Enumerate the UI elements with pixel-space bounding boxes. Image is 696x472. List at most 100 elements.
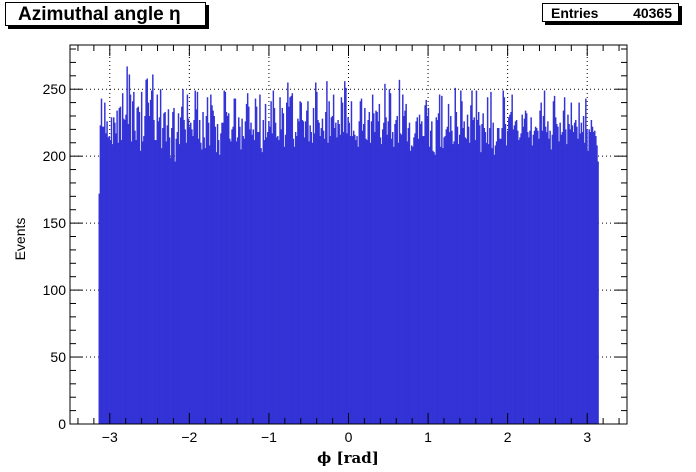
histogram-bar xyxy=(155,140,157,424)
histogram-bar xyxy=(100,98,103,424)
histogram-bar xyxy=(522,126,525,425)
histogram-bar xyxy=(475,90,478,424)
histogram-bar xyxy=(106,121,108,424)
histogram-bar xyxy=(591,126,594,425)
histogram-bar xyxy=(239,126,241,425)
histogram-bar xyxy=(514,121,517,424)
histogram-bar xyxy=(313,133,316,425)
histogram-bar xyxy=(471,90,473,424)
histogram-bar xyxy=(188,126,191,425)
histogram-bar xyxy=(234,98,237,424)
histogram-bar xyxy=(357,146,359,424)
histogram-bar xyxy=(491,148,493,424)
histogram-bar xyxy=(298,121,300,424)
histogram-bar xyxy=(308,141,310,425)
histogram-bar xyxy=(105,133,107,425)
histogram-bar xyxy=(575,119,577,425)
histogram-bar xyxy=(429,130,432,424)
histogram-bar xyxy=(562,110,565,424)
histogram-bar xyxy=(550,149,552,425)
histogram-bar xyxy=(544,126,547,425)
histogram-bar xyxy=(325,111,327,425)
histogram-bar xyxy=(130,141,133,425)
histogram-bar xyxy=(182,89,184,425)
histogram-bar xyxy=(505,145,508,424)
histogram-bar xyxy=(310,132,313,424)
histogram-bar xyxy=(559,122,561,424)
histogram-bar xyxy=(498,128,500,424)
histogram-bar xyxy=(271,133,273,425)
histogram-bar xyxy=(496,128,499,424)
histogram-bar xyxy=(447,103,450,425)
histogram-bar xyxy=(267,132,269,424)
histogram-bar xyxy=(326,81,328,425)
histogram-bar xyxy=(250,122,252,424)
histogram-bar xyxy=(590,119,593,425)
histogram-bar xyxy=(224,91,227,424)
histogram-bar xyxy=(490,91,492,424)
histogram-bar xyxy=(300,102,302,424)
histogram-bar xyxy=(578,102,580,424)
histogram-bar xyxy=(115,133,117,425)
histogram-bar xyxy=(511,94,513,424)
histogram-bar xyxy=(539,110,541,424)
histogram-bar xyxy=(481,124,483,425)
histogram-bar xyxy=(587,150,589,424)
histogram-bar xyxy=(543,90,546,424)
histogram-bar xyxy=(388,89,391,425)
histogram-bar xyxy=(128,74,131,425)
histogram-bar xyxy=(585,98,587,424)
histogram-bar xyxy=(386,134,388,425)
histogram-bar xyxy=(553,95,556,425)
histogram-bar xyxy=(258,132,260,424)
histogram-bar xyxy=(568,124,570,425)
histogram-bar xyxy=(124,119,126,425)
histogram-bar xyxy=(397,142,400,424)
histogram-bar xyxy=(200,142,202,424)
histogram-bar xyxy=(509,114,511,424)
histogram-bar xyxy=(513,125,516,424)
histogram-bar xyxy=(172,111,174,425)
histogram-bar xyxy=(393,146,395,424)
histogram-bar xyxy=(223,90,225,424)
histogram-bar xyxy=(374,132,376,424)
histogram-bar xyxy=(410,145,413,424)
histogram-bar xyxy=(589,132,592,424)
histogram-bar xyxy=(284,134,287,425)
histogram-bar xyxy=(107,137,109,424)
x-tick-label: 2 xyxy=(504,429,512,445)
x-tick-label: 0 xyxy=(345,429,353,445)
histogram-bar xyxy=(582,115,585,425)
histogram-bar xyxy=(596,145,598,424)
histogram-bar xyxy=(168,137,171,424)
histogram-bar xyxy=(323,138,326,424)
histogram-bar xyxy=(381,129,384,424)
histogram-bar xyxy=(446,126,449,425)
histogram-bar xyxy=(431,121,433,424)
histogram-bar xyxy=(214,126,217,425)
histogram-bar xyxy=(399,133,402,425)
histogram-bar xyxy=(262,119,265,425)
histogram-bar xyxy=(164,111,166,425)
histogram-bar xyxy=(542,115,545,425)
histogram-bar xyxy=(373,113,375,424)
histogram-bars xyxy=(98,66,599,425)
histogram-bar xyxy=(524,110,527,424)
histogram-bar xyxy=(350,101,353,425)
histogram-bar xyxy=(296,136,298,424)
histogram-bar xyxy=(541,130,544,424)
histogram-bar xyxy=(409,150,412,424)
histogram-bar xyxy=(304,121,307,424)
histogram-bar xyxy=(432,150,434,424)
histogram-bar xyxy=(531,145,533,424)
histogram-bar xyxy=(566,144,568,424)
histogram-bar xyxy=(579,133,581,425)
histogram-bar xyxy=(404,110,406,424)
histogram-bar xyxy=(423,136,425,424)
histogram-bar xyxy=(179,117,182,424)
histogram-bar xyxy=(339,134,342,425)
histogram-bar xyxy=(147,102,150,424)
histogram-bar xyxy=(361,130,364,424)
histogram-bar xyxy=(554,117,557,424)
histogram-bar xyxy=(502,90,504,424)
